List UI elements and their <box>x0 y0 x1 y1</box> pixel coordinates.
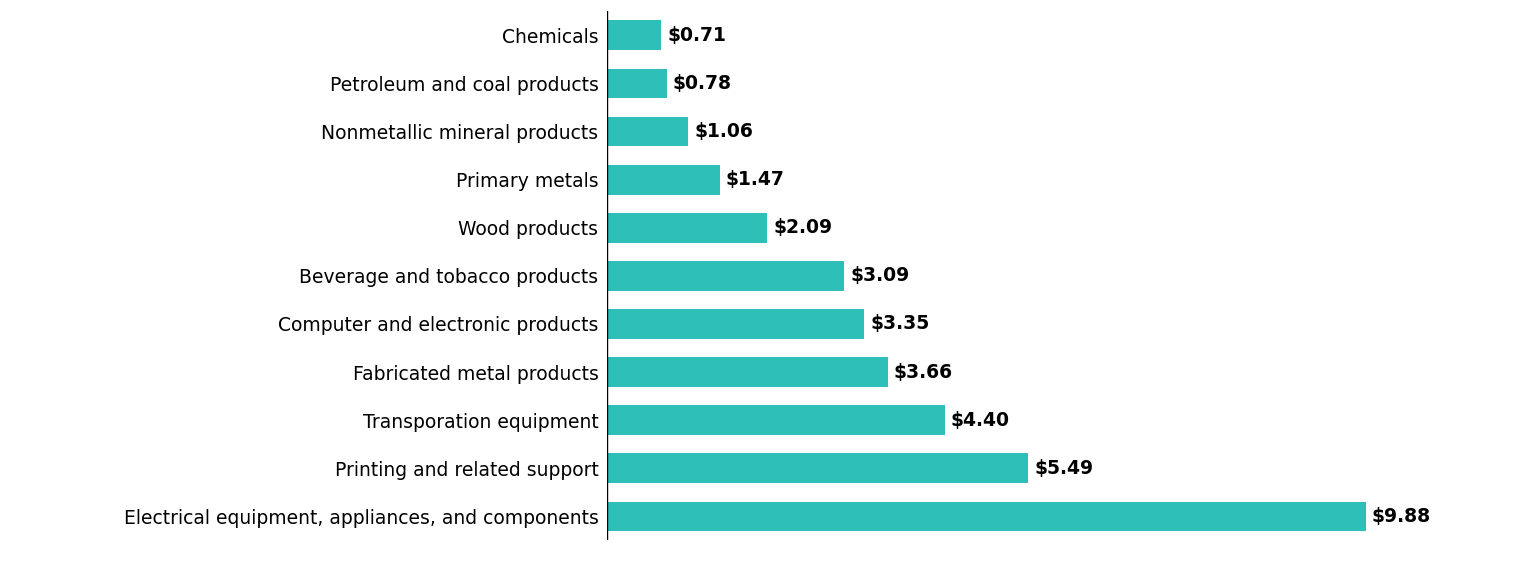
Bar <box>607 117 688 146</box>
Bar <box>607 405 945 435</box>
Text: $1.47: $1.47 <box>725 170 785 189</box>
Bar <box>607 357 888 387</box>
Text: $3.35: $3.35 <box>869 315 929 333</box>
Bar <box>607 309 863 339</box>
Bar <box>607 69 667 99</box>
Bar <box>607 261 845 291</box>
Text: $0.71: $0.71 <box>667 26 727 45</box>
Bar <box>607 165 719 195</box>
Text: $3.09: $3.09 <box>851 266 909 285</box>
Text: $2.09: $2.09 <box>773 218 833 237</box>
Text: $3.66: $3.66 <box>894 363 952 382</box>
Text: $0.78: $0.78 <box>673 74 731 93</box>
Bar <box>607 453 1029 483</box>
Text: $4.40: $4.40 <box>951 410 1009 430</box>
Bar <box>607 20 660 50</box>
Text: $5.49: $5.49 <box>1035 459 1094 478</box>
Bar <box>607 502 1366 531</box>
Text: $1.06: $1.06 <box>694 122 753 141</box>
Text: $9.88: $9.88 <box>1372 507 1430 526</box>
Bar <box>607 213 766 243</box>
